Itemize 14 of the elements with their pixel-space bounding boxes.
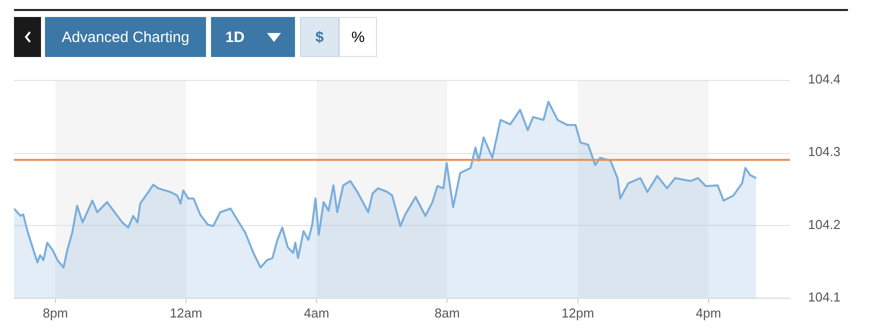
x-tick-label: 4pm [696, 305, 722, 320]
y-tick-label: 104.2 [808, 216, 841, 232]
text: 1D [225, 28, 245, 46]
x-tick-label: 4am [304, 305, 330, 320]
x-tick-label: 8pm [42, 305, 68, 320]
text: Advanced Charting [62, 28, 190, 46]
x-tick-label: 8am [434, 305, 460, 320]
x-tick-label: 12pm [562, 305, 594, 320]
y-tick-label: 104.4 [808, 72, 841, 87]
x-tick-label: 12am [170, 305, 202, 320]
y-tick-label: 104.3 [808, 144, 841, 160]
text: % [351, 28, 365, 46]
y-tick-label: 104.1 [808, 290, 841, 305]
text: $ [315, 28, 324, 46]
